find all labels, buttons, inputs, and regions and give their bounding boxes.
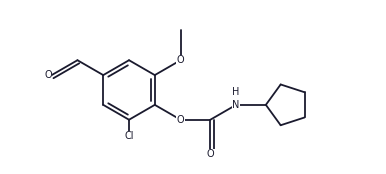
Text: O: O <box>207 149 214 160</box>
Text: O: O <box>177 115 185 125</box>
Text: H: H <box>232 86 240 97</box>
Text: O: O <box>177 55 185 65</box>
Text: N: N <box>232 100 240 110</box>
Text: Cl: Cl <box>124 131 134 141</box>
Text: O: O <box>44 70 52 80</box>
